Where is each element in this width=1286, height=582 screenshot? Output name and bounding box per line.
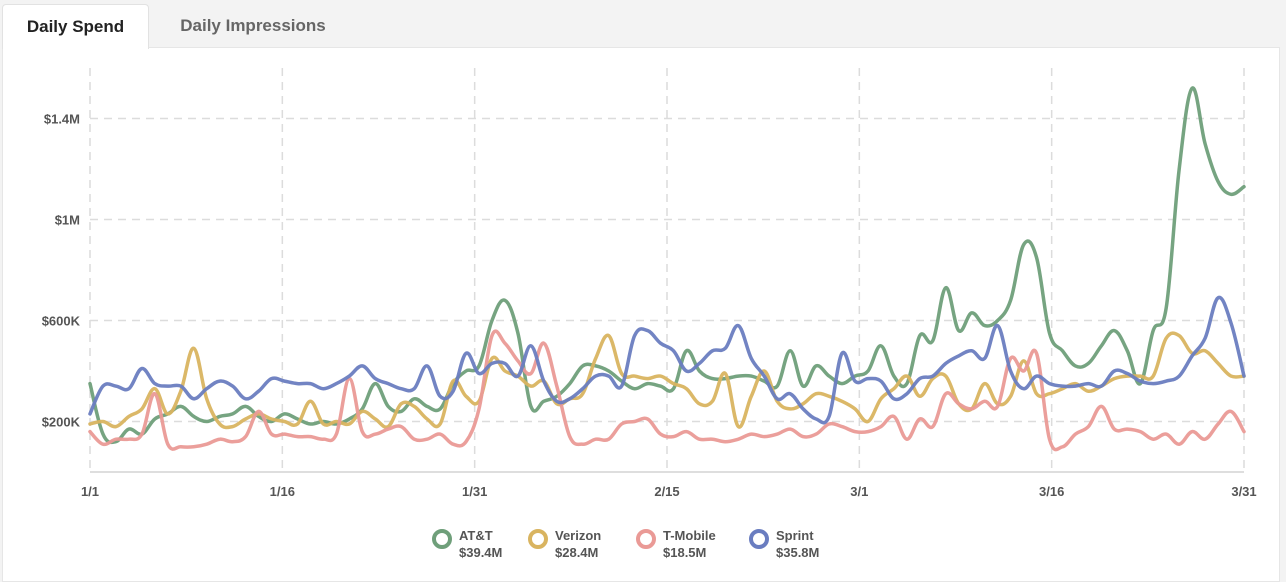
legend-marker <box>432 529 452 549</box>
tab-daily-impressions[interactable]: Daily Impressions <box>180 16 326 35</box>
x-tick-label: 1/16 <box>270 484 295 499</box>
legend-series-total: $35.8M <box>776 545 819 560</box>
legend-marker <box>636 529 656 549</box>
x-tick-label: 3/31 <box>1231 484 1256 499</box>
x-tick-label: 3/16 <box>1039 484 1064 499</box>
y-tick-label: $200K <box>42 415 81 430</box>
tab-bar: Daily Spend Daily Impressions <box>0 0 1286 49</box>
legend-item-verizon[interactable]: Verizon $28.4M <box>528 528 601 560</box>
legend-series-name: Sprint <box>776 528 814 543</box>
series-line-t-mobile[interactable] <box>88 329 1246 452</box>
legend-marker <box>749 529 769 549</box>
legend-series-name: T-Mobile <box>663 528 716 543</box>
legend-series-total: $39.4M <box>459 545 502 560</box>
y-tick-label: $1.4M <box>44 112 80 127</box>
legend-series-total: $28.4M <box>555 545 598 560</box>
y-tick-label: $1M <box>55 213 80 228</box>
legend-item-t-mobile[interactable]: T-Mobile $18.5M <box>636 528 716 560</box>
legend-series-total: $18.5M <box>663 545 706 560</box>
legend-item-sprint[interactable]: Sprint $35.8M <box>749 528 819 560</box>
legend-series-name: AT&T <box>459 528 493 543</box>
x-tick-label: 3/1 <box>850 484 868 499</box>
y-tick-label: $600K <box>42 314 81 329</box>
legend-series-name: Verizon <box>555 528 601 543</box>
series-line-at-t[interactable] <box>88 86 1246 445</box>
legend: AT&T $39.4M Verizon $28.4M T-Mobile $18.5M Spr… <box>432 528 819 560</box>
legend-marker <box>528 529 548 549</box>
tab-daily-spend[interactable]: Daily Spend <box>2 4 149 49</box>
grid-lines <box>89 68 1245 473</box>
x-tick-label: 1/1 <box>81 484 99 499</box>
x-tick-label: 1/31 <box>462 484 487 499</box>
series-line-verizon[interactable] <box>88 331 1246 430</box>
legend-item-at-t[interactable]: AT&T $39.4M <box>432 528 502 560</box>
series-lines <box>88 86 1246 452</box>
x-tick-label: 2/15 <box>654 484 679 499</box>
axis-labels: 1/1 1/16 1/31 2/15 3/1 3/16 3/31 $200K $600K $1M $… <box>42 112 1257 500</box>
series-line-sprint[interactable] <box>88 295 1246 425</box>
